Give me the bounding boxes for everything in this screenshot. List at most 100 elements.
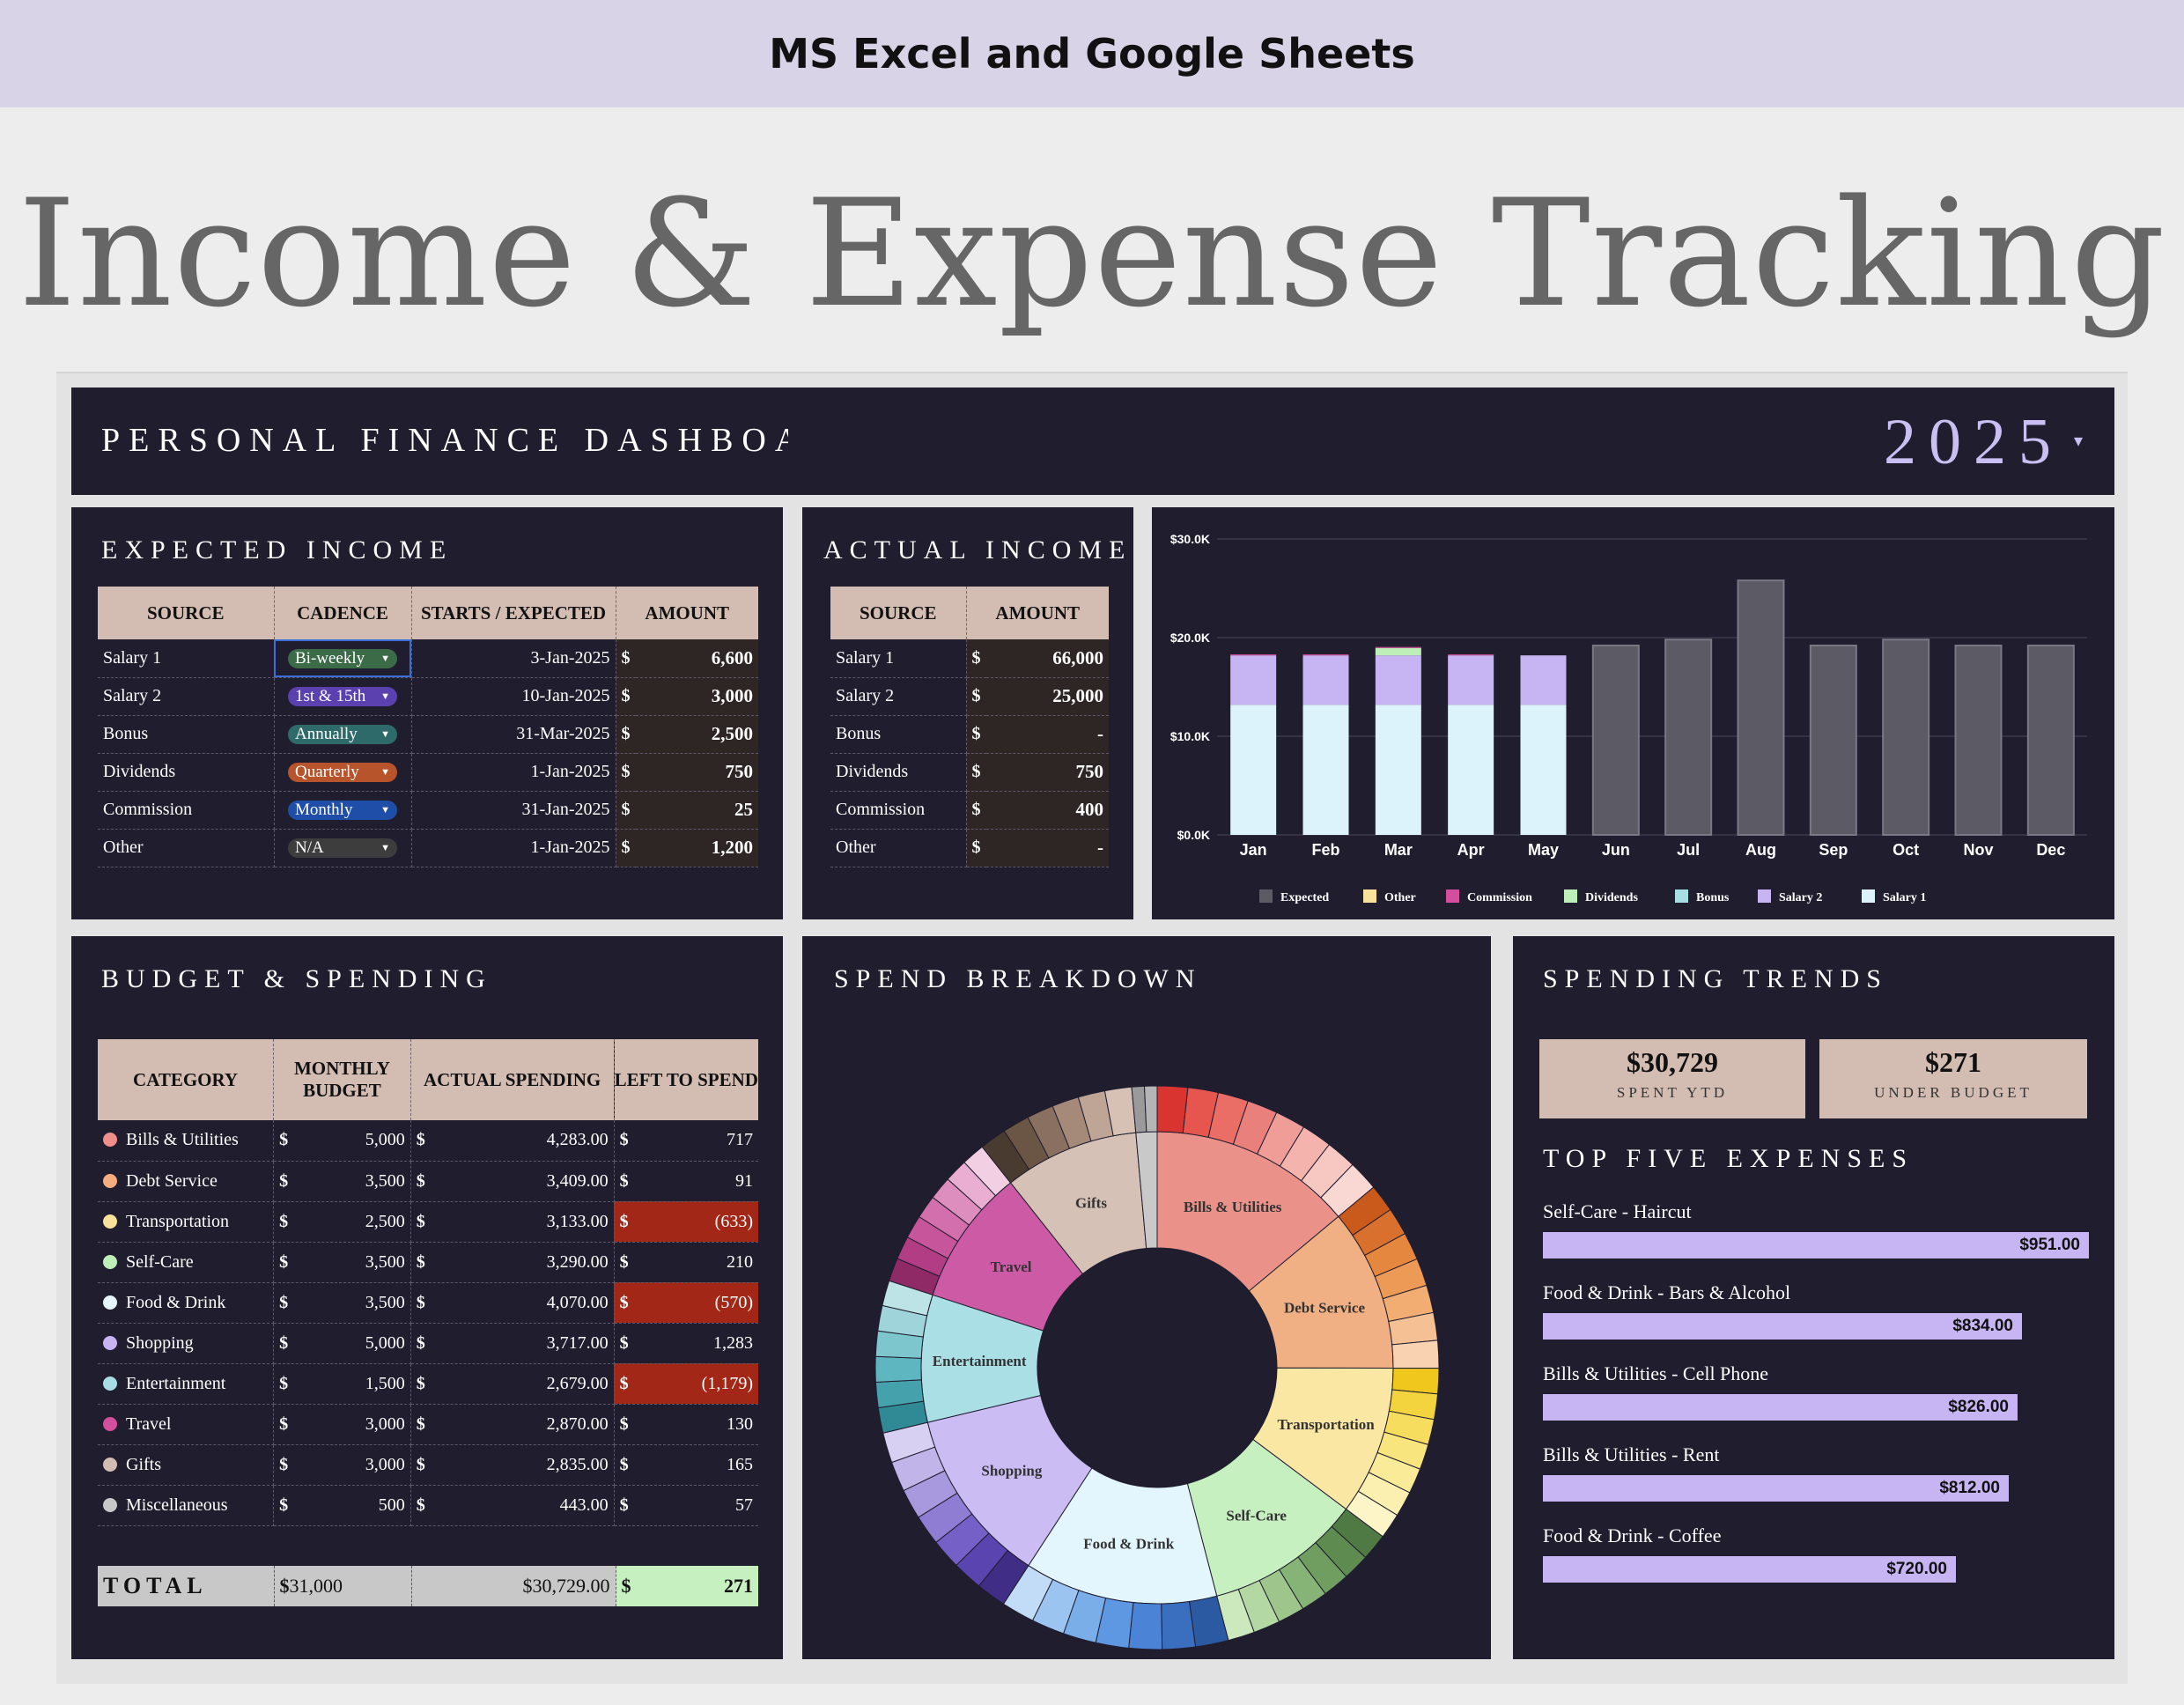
income-source: Dividends — [830, 753, 967, 792]
category-cell: Transportation — [98, 1201, 275, 1243]
table-row: Dividends Quarterly ▼ 1-Jan-2025 $750 — [98, 753, 758, 792]
sunburst-label: Shopping — [981, 1462, 1042, 1479]
bar-segment — [1230, 655, 1277, 705]
cadence-dropdown[interactable]: Annually ▼ — [288, 725, 397, 744]
hero-title: Income & Expense Tracking — [18, 167, 2166, 340]
chevron-down-icon[interactable]: ▼ — [380, 691, 390, 702]
category-name: Transportation — [126, 1211, 230, 1231]
chevron-down-icon[interactable]: ▼ — [380, 767, 390, 778]
x-tick-label: Jul — [1677, 841, 1700, 859]
legend-label: Expected — [1280, 891, 1329, 904]
col-amount: AMOUNT — [966, 587, 1109, 639]
monthly-budget: $3,500 — [273, 1242, 411, 1283]
left-to-spend: $57 — [614, 1485, 758, 1526]
cadence-value: Annually — [295, 725, 358, 743]
currency-symbol: $ — [966, 677, 986, 716]
cadence-cell[interactable]: Monthly ▼ — [274, 791, 412, 830]
cadence-value: N/A — [295, 838, 324, 857]
cadence-cell[interactable]: Annually ▼ — [274, 715, 412, 754]
category-color-dot — [103, 1214, 117, 1229]
starts-date: 31-Mar-2025 — [411, 715, 616, 754]
expected-amount: 2,500 — [635, 715, 758, 754]
expense-name: Self-Care - Haircut — [1543, 1200, 1692, 1222]
chevron-down-icon[interactable]: ▼ — [380, 729, 390, 740]
under-budget-card: $271 UNDER BUDGET — [1819, 1039, 2087, 1118]
chevron-down-icon[interactable]: ▼ — [380, 653, 390, 664]
currency-symbol: $ — [966, 715, 986, 754]
col-source: SOURCE — [830, 587, 967, 639]
cadence-cell[interactable]: N/A ▼ — [274, 829, 412, 867]
cadence-dropdown[interactable]: N/A ▼ — [288, 838, 397, 858]
bar-segment — [1882, 638, 1930, 836]
actual-income-panel: ACTUAL INCOME SOURCE AMOUNT Salary 1 $66,… — [802, 507, 1133, 919]
category-name: Gifts — [126, 1454, 161, 1474]
total-label: TOTAL — [98, 1566, 275, 1606]
chevron-down-icon[interactable]: ▼ — [380, 843, 390, 853]
expense-name: Bills & Utilities - Rent — [1543, 1443, 1720, 1465]
bar-segment — [1302, 655, 1349, 705]
cadence-cell[interactable]: Quarterly ▼ — [274, 753, 412, 792]
spend-breakdown-panel: SPEND BREAKDOWN Bills & Utilities Debt Se… — [802, 936, 1491, 1659]
category-color-dot — [103, 1335, 117, 1350]
legend-swatch — [1862, 889, 1875, 903]
bar-segment — [1302, 705, 1349, 835]
bar-segment — [1375, 646, 1421, 648]
y-tick-label: $30.0K — [1170, 532, 1210, 546]
top-expense-item: Bills & Utilities - Cell Phone $826.00 — [1543, 1362, 2107, 1424]
category-name: Travel — [126, 1413, 172, 1434]
currency-symbol: $ — [616, 753, 636, 792]
cadence-value: Quarterly — [295, 763, 359, 781]
bar-segment — [1448, 655, 1494, 705]
category-color-dot — [103, 1416, 117, 1431]
cadence-cell[interactable]: 1st & 15th ▼ — [274, 677, 412, 716]
sunburst-label: Food & Drink — [1083, 1535, 1175, 1552]
table-row: Shopping $5,000 $3,717.00 $1,283 — [98, 1323, 758, 1364]
expected-amount: 750 — [635, 753, 758, 792]
col-monthly-budget: MONTHLY BUDGET — [273, 1039, 411, 1120]
bar-segment — [2026, 644, 2075, 836]
total-actual: $30,729.00 — [411, 1566, 616, 1606]
cadence-cell[interactable]: Bi-weekly ▼ — [274, 639, 412, 678]
col-source: SOURCE — [98, 587, 275, 639]
left-to-spend: $ (570) — [614, 1282, 758, 1324]
chevron-down-icon[interactable]: ▼ — [380, 805, 390, 816]
legend-label: Dividends — [1585, 891, 1638, 904]
sunburst-center — [1037, 1248, 1277, 1487]
expense-amount: $834.00 — [1952, 1317, 2013, 1335]
monthly-budget: $3,000 — [273, 1444, 411, 1486]
year-selector[interactable]: 2025 — [1884, 406, 2063, 478]
cadence-dropdown[interactable]: Quarterly ▼ — [288, 763, 397, 782]
cadence-dropdown[interactable]: Bi-weekly ▼ — [288, 648, 397, 668]
category-name: Entertainment — [126, 1373, 226, 1393]
under-budget-value: $271 — [1925, 1046, 1981, 1078]
actual-spending: $3,409.00 — [410, 1161, 615, 1202]
left-to-spend: $ (1,179) — [614, 1363, 758, 1405]
income-source: Commission — [98, 791, 275, 830]
top-expense-item: Food & Drink - Coffee $720.00 — [1543, 1524, 2107, 1586]
year-dropdown-icon[interactable]: ▾ — [2073, 432, 2083, 451]
income-source: Bonus — [98, 715, 275, 754]
sunburst-label: Gifts — [1075, 1194, 1107, 1211]
col-actual-spending: ACTUAL SPENDING — [410, 1039, 615, 1120]
actual-amount: 750 — [985, 753, 1109, 792]
sunburst-label: Travel — [991, 1258, 1032, 1275]
cadence-dropdown[interactable]: Monthly ▼ — [288, 801, 397, 820]
table-row: Other N/A ▼ 1-Jan-2025 $1,200 — [98, 829, 758, 867]
table-row: Travel $3,000 $2,870.00 $130 — [98, 1404, 758, 1445]
starts-date: 3-Jan-2025 — [411, 639, 616, 678]
spend-sunburst-chart: Bills & Utilities Debt Service Transportat… — [874, 1085, 1440, 1650]
actual-spending: $4,283.00 — [410, 1120, 615, 1162]
col-amount: AMOUNT — [616, 587, 758, 639]
legend-label: Salary 1 — [1883, 891, 1926, 904]
top-expense-item: Food & Drink - Bars & Alcohol $834.00 — [1543, 1281, 2107, 1343]
cadence-dropdown[interactable]: 1st & 15th ▼ — [288, 687, 397, 706]
monthly-budget: $500 — [273, 1485, 411, 1526]
bar-segment — [1520, 655, 1567, 705]
left-to-spend: $210 — [614, 1242, 758, 1283]
income-source: Salary 1 — [830, 639, 967, 678]
table-row: Self-Care $3,500 $3,290.00 $210 — [98, 1242, 758, 1283]
table-row: Miscellaneous $500 $443.00 $57 — [98, 1485, 758, 1526]
spent-ytd-value: $30,729 — [1627, 1046, 1718, 1078]
category-cell: Shopping — [98, 1323, 275, 1364]
expense-name: Bills & Utilities - Cell Phone — [1543, 1362, 1769, 1384]
